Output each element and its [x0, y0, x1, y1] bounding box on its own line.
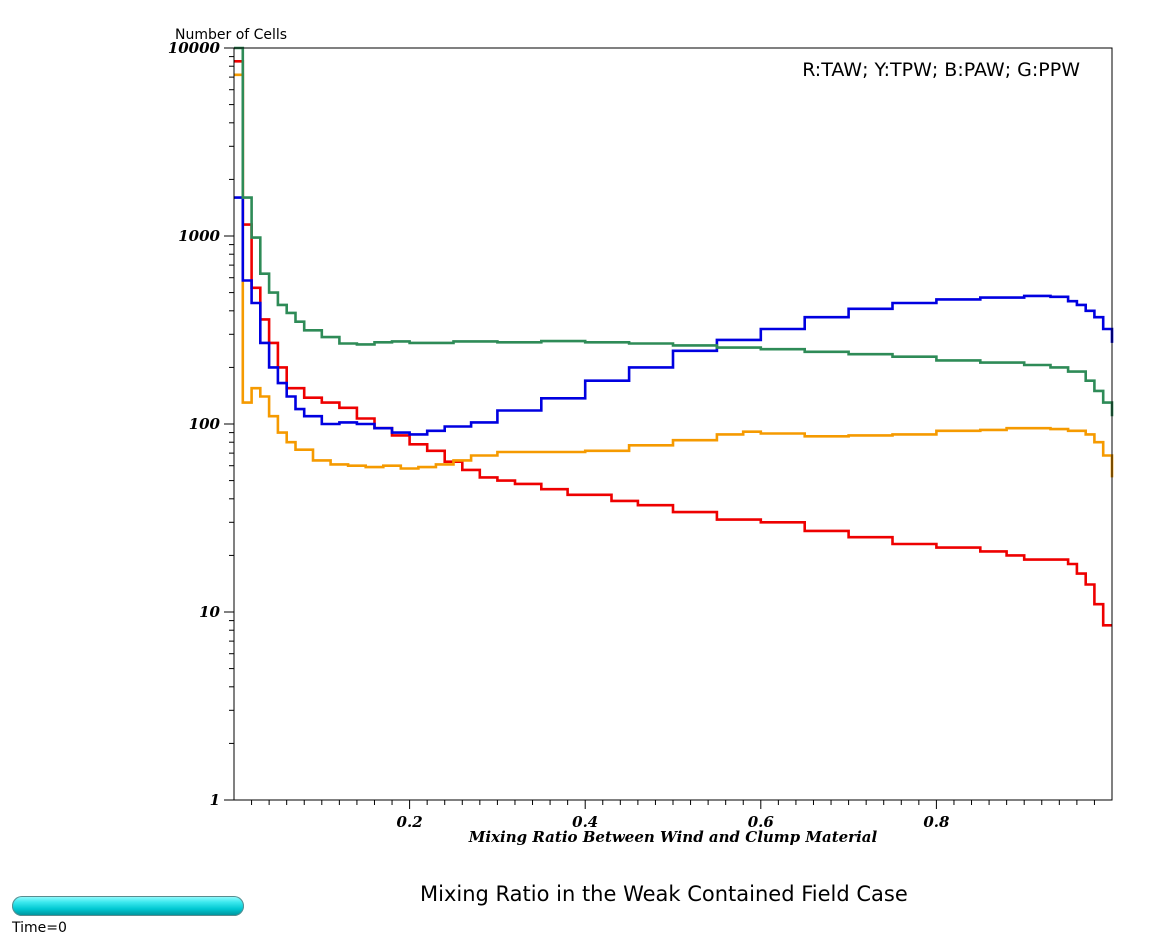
- plot-frame: [233, 47, 1113, 801]
- y-tick-label: 10: [199, 603, 220, 621]
- series-line-R: [234, 60, 1112, 627]
- series-line-G: [234, 46, 1114, 417]
- series-line-Y: [234, 73, 1114, 478]
- time-slider[interactable]: [12, 896, 244, 916]
- y-axis-label: Number of Cells: [175, 27, 287, 43]
- axis-tick-labels: 1 10 100 1000 10000 0.2 0.4 0.6 0.8: [168, 39, 950, 831]
- time-label: Time=0: [12, 920, 67, 936]
- x-tick-label: 0.8: [923, 813, 950, 831]
- y-tick-label: 1000: [178, 227, 220, 245]
- chart-title: Mixing Ratio in the Weak Contained Field…: [420, 882, 908, 906]
- x-axis-label: Mixing Ratio Between Wind and Clump Mate…: [468, 828, 878, 846]
- legend-text: R:TAW; Y:TPW; B:PAW; G:PPW: [802, 59, 1080, 81]
- series-line-B: [234, 196, 1114, 436]
- x-tick-label: 0.4: [572, 813, 598, 831]
- y-tick-label: 100: [189, 415, 221, 433]
- x-tick-label: 0.2: [397, 813, 423, 831]
- x-tick-label: 0.6: [748, 813, 775, 831]
- y-tick-label: 1: [210, 791, 220, 809]
- series-layer: [234, 46, 1114, 627]
- axis-ticks: [224, 47, 1095, 809]
- y-tick-label: 10000: [168, 39, 221, 57]
